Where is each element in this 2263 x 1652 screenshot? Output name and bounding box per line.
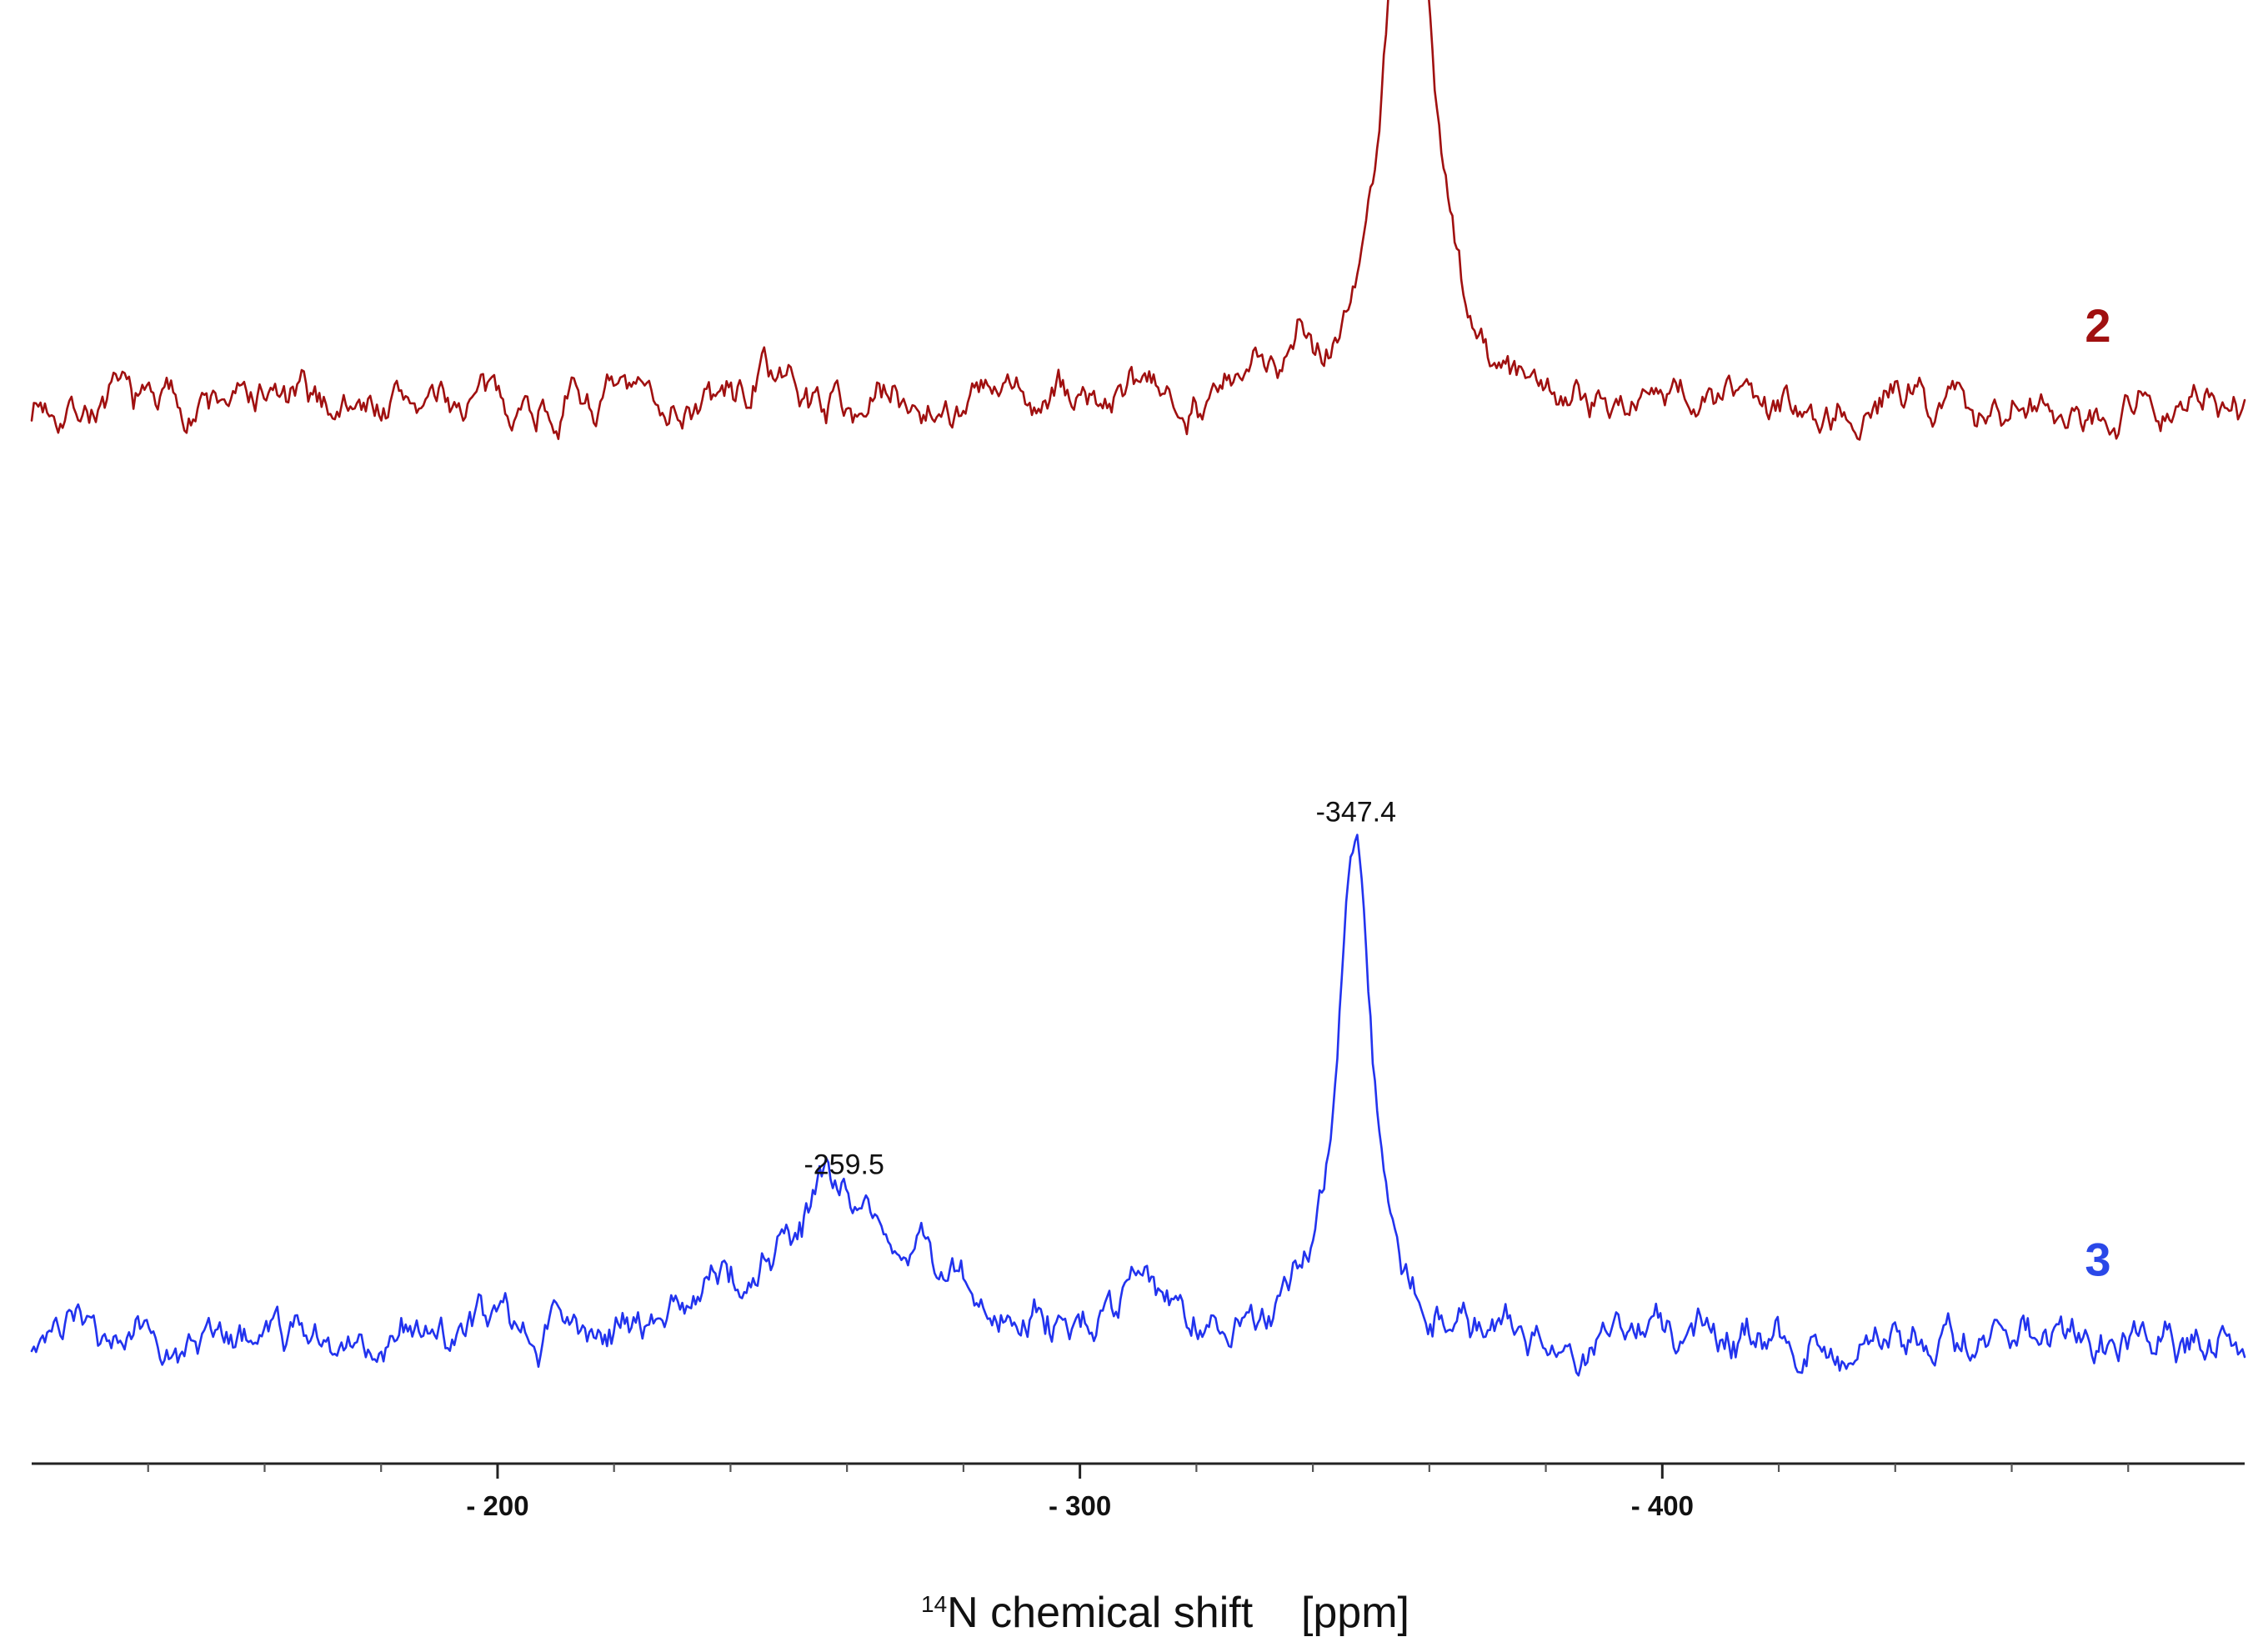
- series-label-2: 2: [2085, 299, 2110, 352]
- x-axis-title-superscript: 14: [921, 1591, 947, 1617]
- x-axis-title: 14N chemical shift [ppm]: [921, 1589, 1409, 1637]
- x-axis-title-text: N chemical shift [ppm]: [947, 1589, 1409, 1637]
- x-axis: - 200 - 300 - 400: [32, 1462, 2245, 1521]
- minor-tick-group: [147, 1464, 2130, 1472]
- tick-label-400: - 400: [1631, 1490, 1694, 1521]
- spectrum-series-group: [30, 0, 2246, 1377]
- major-tick-group: [496, 1464, 1664, 1479]
- tick-label-300: - 300: [1049, 1490, 1111, 1521]
- series-label-group: 23: [2085, 299, 2110, 1286]
- peak-label-series-3-1: -259.5: [804, 1149, 884, 1181]
- spectrum-line-series-2: [30, 0, 2246, 441]
- tick-label-group: - 200 - 300 - 400: [466, 1490, 1694, 1521]
- series-label-3: 3: [2085, 1233, 2110, 1285]
- peak-label-series-3-0: -347.4: [1316, 796, 1396, 828]
- spectrum-line-series-3: [30, 834, 2246, 1377]
- tick-label-200: - 200: [466, 1490, 528, 1521]
- peak-label-group: -356.4-347.4-259.5: [804, 796, 1396, 1181]
